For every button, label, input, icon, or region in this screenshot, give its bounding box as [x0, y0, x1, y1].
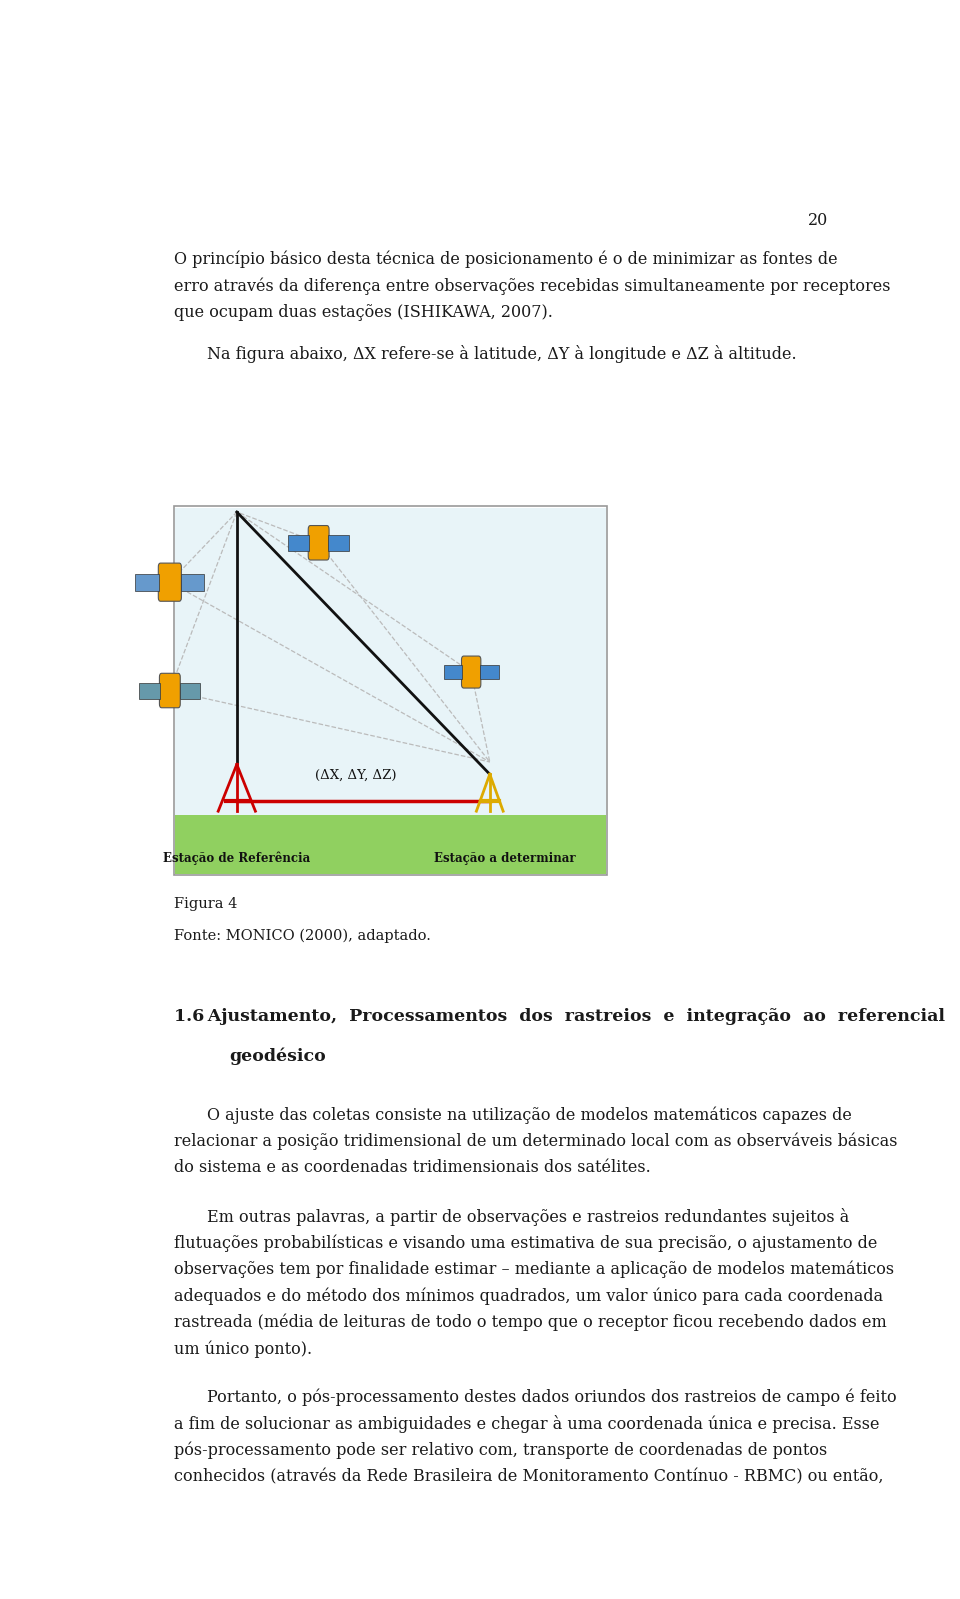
Bar	[480, 665, 498, 680]
Bar	[444, 665, 463, 680]
Bar	[328, 534, 349, 550]
Text: Fonte: MONICO (2000), adaptado.: Fonte: MONICO (2000), adaptado.	[174, 929, 430, 943]
Text: do sistema e as coordenadas tridimensionais dos satélites.: do sistema e as coordenadas tridimension…	[174, 1159, 650, 1177]
Text: que ocupam duas estações (ISHIKAWA, 2007).: que ocupam duas estações (ISHIKAWA, 2007…	[174, 304, 552, 321]
Text: flutuações probabilísticas e visando uma estimativa de sua precisão, o ajustamen: flutuações probabilísticas e visando uma…	[174, 1234, 876, 1252]
Text: Portanto, o pós-processamento destes dados oriundos dos rastreios de campo é fei: Portanto, o pós-processamento destes dad…	[207, 1388, 897, 1406]
Text: (ΔX, ΔY, ΔZ): (ΔX, ΔY, ΔZ)	[315, 769, 396, 782]
Text: O ajuste das coletas consiste na utilização de modelos matemáticos capazes de: O ajuste das coletas consiste na utiliza…	[207, 1107, 852, 1124]
Text: O princípio básico desta técnica de posicionamento é o de minimizar as fontes de: O princípio básico desta técnica de posi…	[174, 251, 837, 269]
Bar	[175, 815, 606, 875]
Bar	[174, 505, 608, 875]
FancyBboxPatch shape	[462, 656, 481, 688]
Text: Na figura abaixo, ΔX refere-se à latitude, ΔY à longitude e ΔZ à altitude.: Na figura abaixo, ΔX refere-se à latitud…	[207, 345, 797, 363]
FancyBboxPatch shape	[159, 673, 180, 708]
Bar	[135, 574, 159, 590]
Text: 20: 20	[807, 211, 828, 229]
Text: um único ponto).: um único ponto).	[174, 1340, 312, 1358]
Bar	[139, 683, 160, 699]
Text: conhecidos (através da Rede Brasileira de Monitoramento Contínuo - RBMC) ou entã: conhecidos (através da Rede Brasileira d…	[174, 1468, 883, 1485]
FancyBboxPatch shape	[308, 526, 329, 560]
Text: 1.6 Ajustamento,  Processamentos  dos  rastreios  e  integração  ao  referencial: 1.6 Ajustamento, Processamentos dos rast…	[174, 1009, 945, 1025]
Text: Em outras palavras, a partir de observações e rastreios redundantes sujeitos à: Em outras palavras, a partir de observaç…	[207, 1207, 850, 1226]
Text: geodésico: geodésico	[229, 1047, 326, 1065]
FancyBboxPatch shape	[158, 563, 181, 601]
Text: observações tem por finalidade estimar – mediante a aplicação de modelos matemát: observações tem por finalidade estimar –…	[174, 1260, 894, 1278]
Text: erro através da diferença entre observações recebidas simultaneamente por recept: erro através da diferença entre observaç…	[174, 278, 890, 294]
Text: rastreada (média de leituras de todo o tempo que o receptor ficou recebendo dado: rastreada (média de leituras de todo o t…	[174, 1314, 886, 1330]
Text: Estação de Referência: Estação de Referência	[163, 852, 310, 865]
Text: pós-processamento pode ser relativo com, transporte de coordenadas de pontos: pós-processamento pode ser relativo com,…	[174, 1442, 827, 1460]
Text: Figura 4: Figura 4	[174, 897, 237, 911]
Text: relacionar a posição tridimensional de um determinado local com as observáveis b: relacionar a posição tridimensional de u…	[174, 1132, 897, 1150]
Bar	[180, 683, 201, 699]
Text: Estação a determinar: Estação a determinar	[434, 852, 575, 865]
Text: a fim de solucionar as ambiguidades e chegar à uma coordenada única e precisa. E: a fim de solucionar as ambiguidades e ch…	[174, 1415, 879, 1433]
Bar	[175, 508, 606, 820]
Bar	[288, 534, 309, 550]
Text: adequados e do método dos mínimos quadrados, um valor único para cada coordenada: adequados e do método dos mínimos quadra…	[174, 1287, 882, 1305]
Bar	[180, 574, 204, 590]
